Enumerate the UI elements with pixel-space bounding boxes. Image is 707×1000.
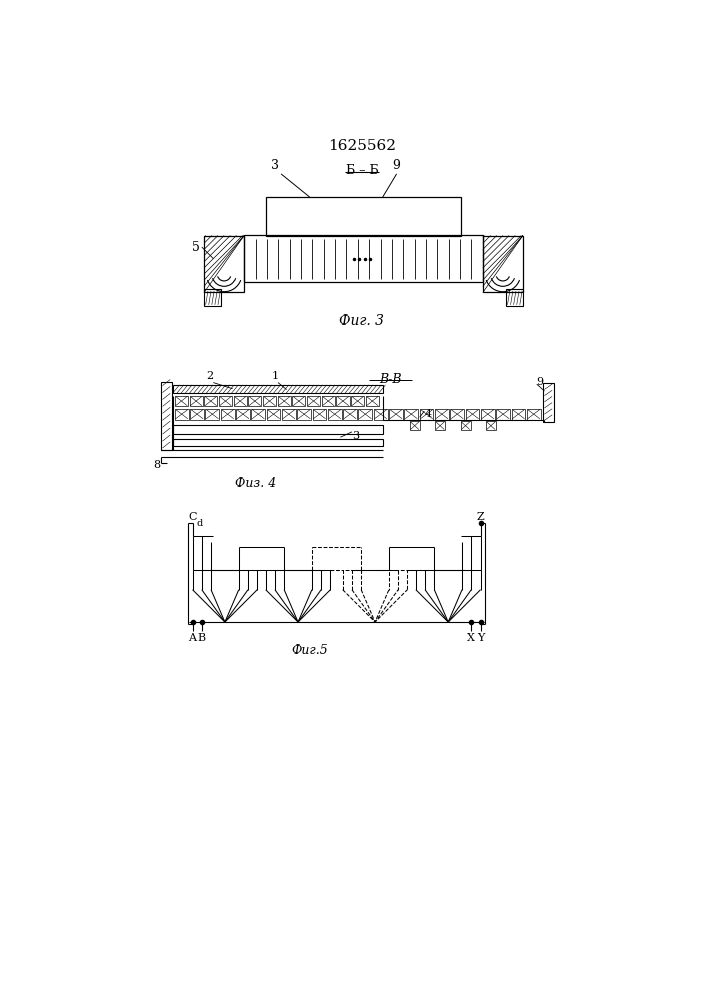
Bar — [512, 409, 525, 420]
Bar — [267, 409, 281, 420]
Bar — [527, 409, 541, 420]
Bar — [307, 396, 320, 406]
Bar — [173, 425, 382, 434]
Bar — [204, 396, 217, 406]
Text: Фиг.5: Фиг.5 — [291, 644, 328, 657]
Bar — [496, 409, 510, 420]
Bar — [161, 382, 172, 450]
Bar — [236, 409, 250, 420]
Text: В-В: В-В — [379, 373, 402, 386]
Bar — [190, 409, 204, 420]
Text: Y: Y — [477, 633, 484, 643]
Bar — [466, 409, 479, 420]
Bar — [248, 396, 262, 406]
Text: 8: 8 — [153, 460, 160, 470]
Text: 9: 9 — [537, 377, 544, 387]
Text: Б – Б: Б – Б — [346, 164, 378, 177]
Text: 1625562: 1625562 — [328, 139, 396, 153]
Bar — [175, 396, 188, 406]
Text: B: B — [198, 633, 206, 643]
Bar — [337, 396, 349, 406]
Bar — [175, 409, 189, 420]
Bar — [204, 289, 221, 306]
Bar — [322, 396, 335, 406]
Bar — [420, 409, 433, 420]
Text: 2: 2 — [206, 371, 213, 381]
Bar — [278, 396, 291, 406]
Bar — [206, 409, 219, 420]
Bar — [266, 197, 461, 235]
Bar — [221, 409, 235, 420]
Bar — [358, 409, 373, 420]
Bar — [328, 409, 341, 420]
Bar — [543, 383, 554, 422]
Bar — [351, 396, 364, 406]
Bar — [450, 409, 464, 420]
Bar — [409, 421, 420, 430]
Bar — [219, 396, 232, 406]
Bar — [189, 396, 203, 406]
Text: C: C — [188, 512, 197, 522]
Bar — [366, 396, 379, 406]
Bar — [506, 289, 523, 306]
Bar — [374, 409, 387, 420]
Bar — [282, 409, 296, 420]
Bar — [204, 235, 244, 292]
Bar — [389, 409, 403, 420]
Bar — [483, 235, 523, 292]
Text: A: A — [189, 633, 197, 643]
Bar — [244, 235, 483, 282]
Bar — [404, 409, 418, 420]
Bar — [312, 409, 327, 420]
Text: X: X — [467, 633, 475, 643]
Bar — [481, 409, 495, 420]
Bar — [486, 421, 496, 430]
Text: 4: 4 — [425, 409, 432, 419]
Text: Z: Z — [477, 512, 484, 522]
Text: 1: 1 — [271, 371, 279, 381]
Text: d: d — [197, 519, 203, 528]
Bar — [297, 409, 311, 420]
Text: 3: 3 — [271, 159, 279, 172]
Text: Физ. 4: Физ. 4 — [235, 477, 276, 490]
Text: 5: 5 — [192, 241, 200, 254]
Bar — [263, 396, 276, 406]
Bar — [435, 409, 449, 420]
Bar — [233, 396, 247, 406]
Bar — [173, 385, 382, 393]
Bar — [292, 396, 305, 406]
Bar — [460, 421, 471, 430]
Text: Фиг. 3: Фиг. 3 — [339, 314, 385, 328]
Bar — [435, 421, 445, 430]
Bar — [173, 439, 382, 446]
Text: 9: 9 — [392, 159, 401, 172]
Bar — [252, 409, 265, 420]
Bar — [343, 409, 357, 420]
Text: 3: 3 — [352, 431, 359, 441]
